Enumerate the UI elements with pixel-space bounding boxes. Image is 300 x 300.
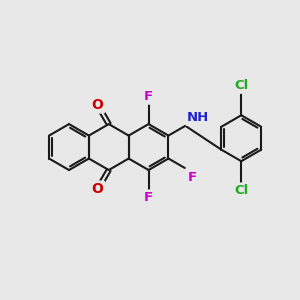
Text: O: O [92,98,103,112]
Text: NH: NH [187,111,209,124]
Text: Cl: Cl [234,184,248,197]
Text: F: F [144,90,153,103]
Text: O: O [92,182,103,196]
Text: F: F [144,191,153,204]
Text: F: F [188,171,197,184]
Text: Cl: Cl [234,79,248,92]
